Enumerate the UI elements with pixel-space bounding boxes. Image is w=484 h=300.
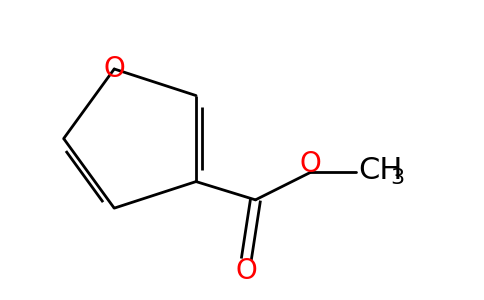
Text: CH: CH [358,156,403,184]
Text: O: O [300,150,321,178]
Text: O: O [104,55,125,83]
Text: 3: 3 [391,168,405,188]
Text: O: O [235,257,257,285]
